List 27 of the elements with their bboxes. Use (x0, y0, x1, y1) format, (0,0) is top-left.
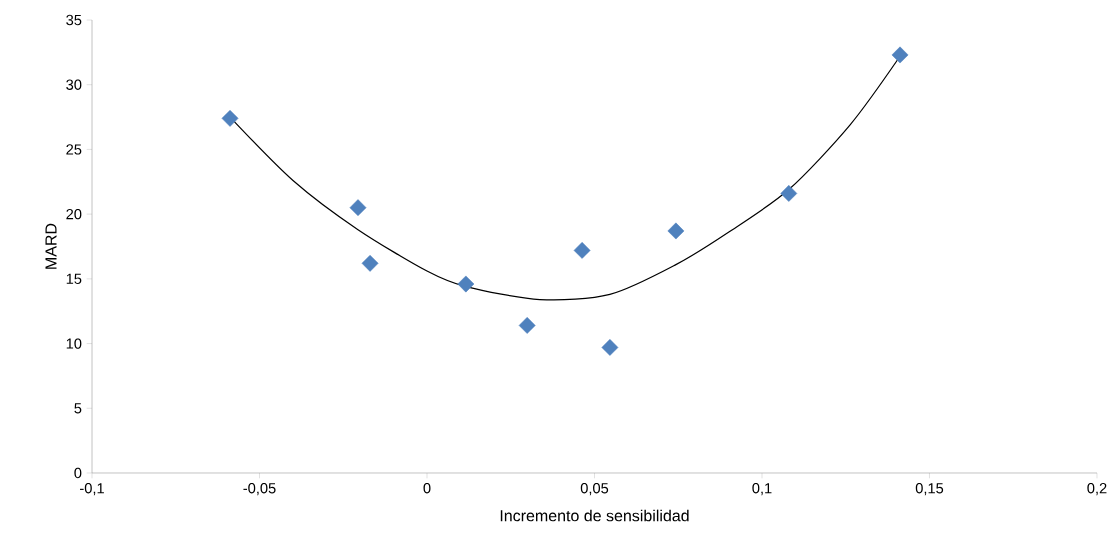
y-tick-label: 35 (66, 14, 82, 26)
x-tick-label: 0 (423, 483, 431, 494)
point (518, 317, 536, 334)
x-tick-label: 0,2 (1087, 483, 1107, 496)
x-tick-label: 0,1 (752, 483, 772, 496)
y-tick-label: 20 (66, 208, 82, 220)
point (601, 339, 619, 356)
point (891, 46, 909, 64)
y-tick-label: 5 (74, 403, 82, 414)
y-tick-label: 25 (66, 144, 82, 155)
point (349, 199, 367, 217)
x-axis-title: Incremento de sensibilidad (500, 509, 689, 522)
x-tick-label: -0,1 (80, 483, 104, 496)
point (780, 185, 798, 202)
x-tick-label: 0,15 (915, 483, 944, 496)
point (361, 254, 379, 272)
y-tick-label: 15 (66, 273, 82, 284)
y-tick-label: 0 (74, 467, 82, 479)
x-tick-label: -0,05 (243, 483, 276, 496)
x-tick-label: 0,05 (580, 483, 609, 496)
point (667, 222, 685, 240)
point (573, 242, 591, 259)
point (221, 109, 239, 127)
y-tick-label: 30 (66, 79, 82, 90)
y-axis-title: MARD (45, 223, 57, 269)
point (457, 275, 475, 293)
y-tick-label: 10 (66, 338, 82, 349)
